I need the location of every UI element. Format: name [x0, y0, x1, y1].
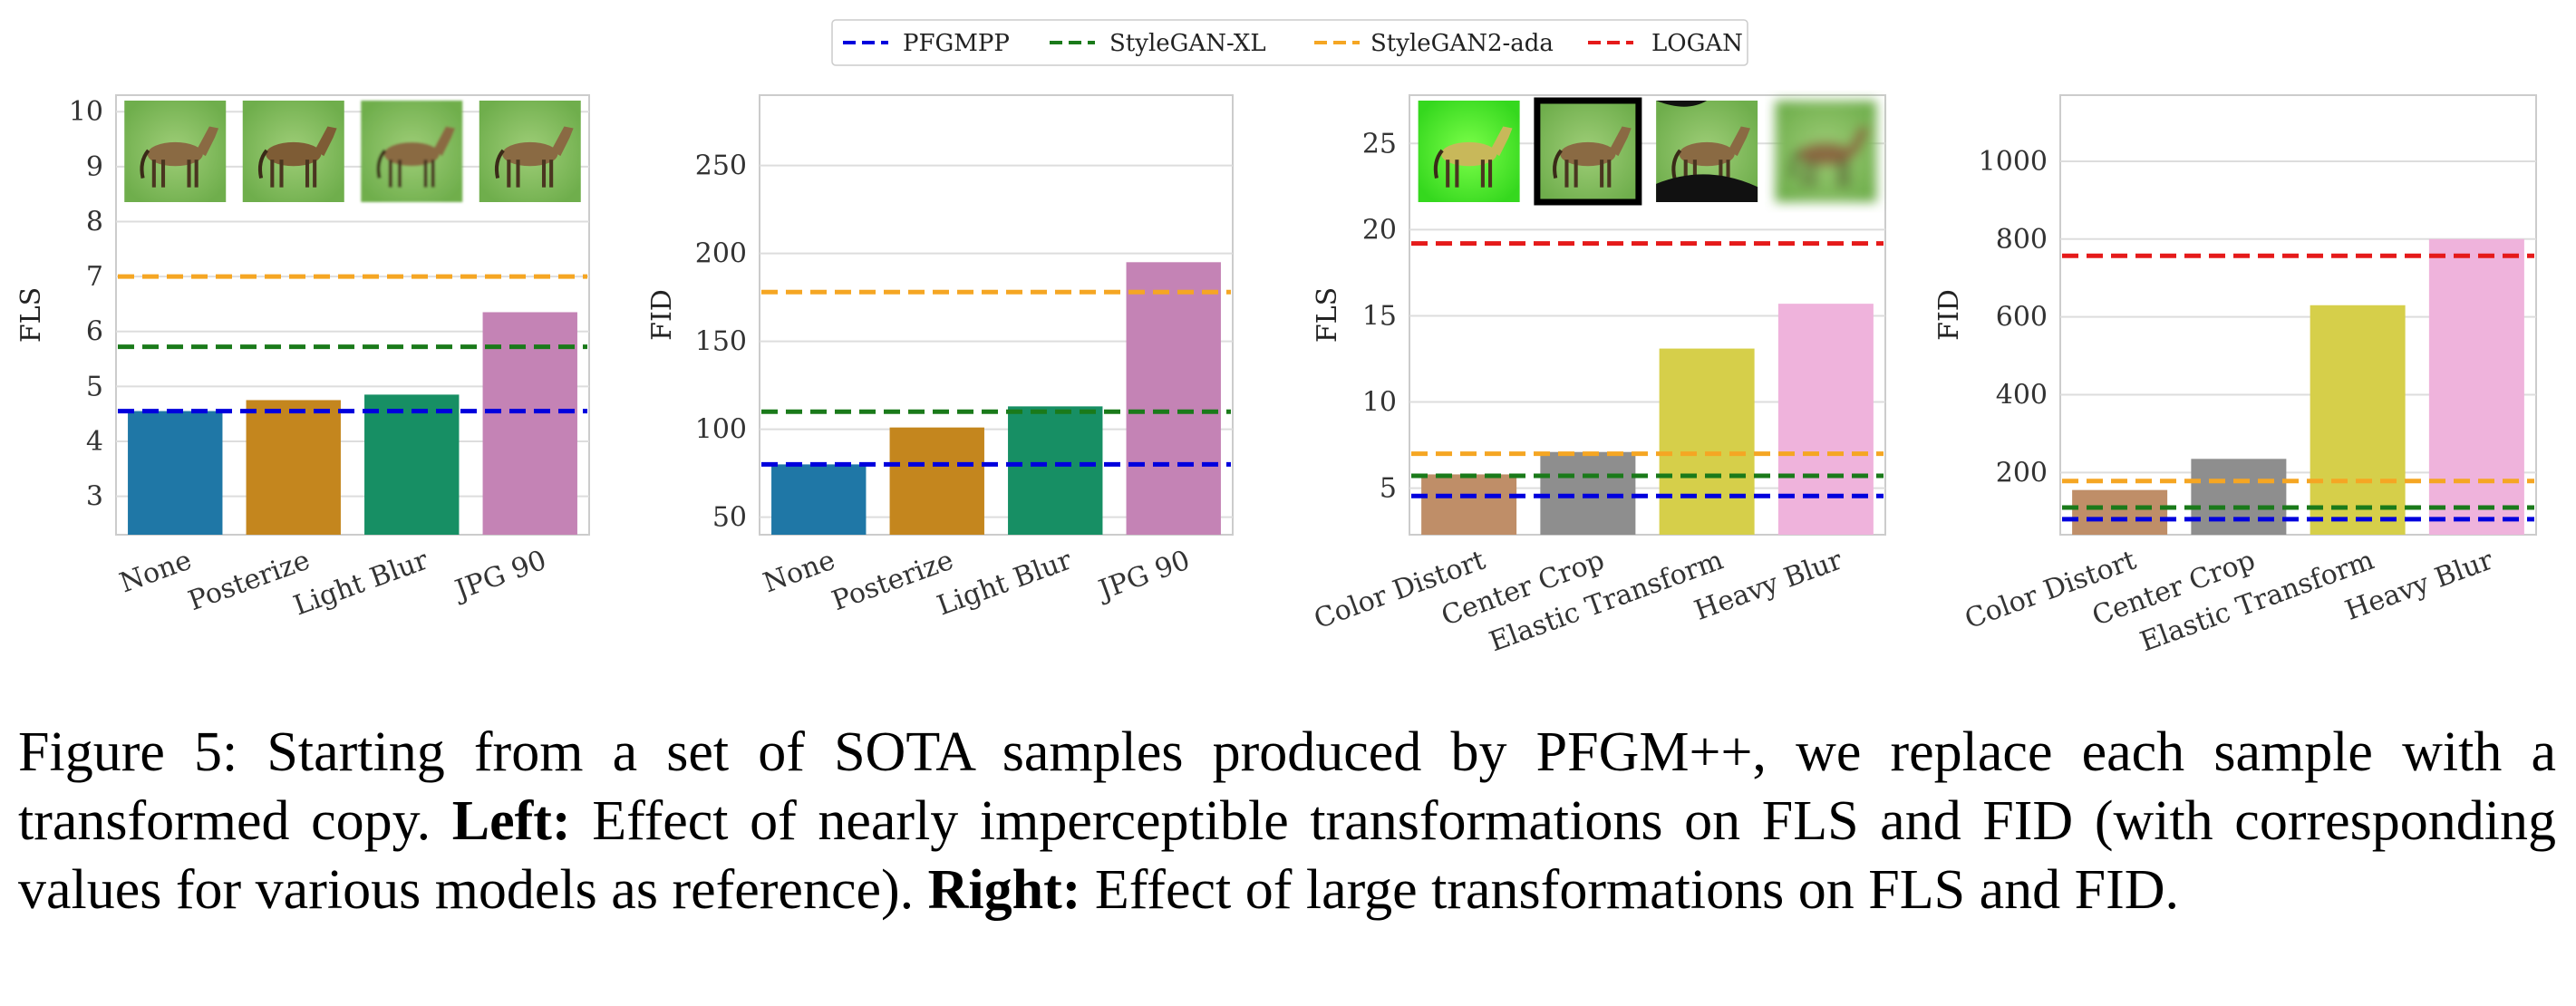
x-tick-label: Light Blur — [933, 544, 1076, 622]
y-tick-label: 15 — [1362, 300, 1397, 332]
y-tick-label: 400 — [1996, 379, 2048, 411]
legend-label-stylegan-xl: StyleGAN-XL — [1109, 30, 1266, 57]
bar-color-distort — [2072, 489, 2168, 535]
y-tick-label: 200 — [1996, 457, 2048, 488]
thumbnail-horse-color-distort — [1418, 101, 1520, 202]
y-axis-label: FID — [1933, 289, 1965, 341]
y-tick-label: 100 — [695, 414, 747, 446]
x-tick-label: None — [760, 545, 839, 600]
y-tick-label: 9 — [86, 151, 103, 183]
bar-elastic-transform — [1659, 348, 1755, 535]
caption-left-label: Left: — [451, 790, 571, 852]
thumbnail-horse-original — [124, 101, 227, 202]
legend-entry: StyleGAN2-ada — [1314, 30, 1554, 57]
y-tick-label: 200 — [695, 238, 747, 270]
bar-elastic-transform — [2310, 305, 2406, 535]
bar-color-distort — [1421, 474, 1517, 535]
bar-center-crop — [1540, 451, 1636, 535]
caption-text-3: Effect of large transformations on FLS a… — [1080, 859, 2180, 921]
bar-light-blur — [1008, 406, 1103, 535]
bar-jpg-90 — [1126, 262, 1221, 535]
thumbnail-horse-jpg90 — [479, 101, 581, 202]
figure-caption: Figure 5: Starting from a set of SOTA sa… — [18, 718, 2556, 924]
bar-none — [771, 464, 867, 535]
thumbnail-horse-center-crop — [1534, 97, 1642, 206]
caption-right-label: Right: — [927, 859, 1081, 921]
y-tick-label: 600 — [1996, 302, 2048, 334]
x-tick-label: None — [116, 545, 196, 600]
y-tick-label: 250 — [695, 150, 747, 182]
y-tick-label: 25 — [1362, 128, 1397, 160]
x-tick-label: JPG 90 — [1092, 545, 1194, 607]
y-tick-label: 1000 — [1979, 146, 2048, 178]
legend-label-pfgmpp: PFGMPP — [903, 30, 1010, 57]
y-tick-label: 150 — [695, 326, 747, 358]
y-tick-label: 4 — [86, 426, 103, 458]
legend-entry: StyleGAN-XL — [1050, 30, 1266, 57]
thumbnail-horse-elastic-transform — [1656, 101, 1758, 202]
y-tick-label: 20 — [1362, 214, 1397, 246]
y-tick-label: 5 — [86, 371, 103, 402]
y-tick-label: 3 — [86, 481, 103, 513]
legend-entry: LOGAN — [1588, 30, 1743, 57]
y-axis-label: FID — [646, 289, 678, 341]
y-tick-label: 7 — [86, 261, 103, 293]
y-tick-label: 50 — [712, 502, 747, 534]
y-axis-label: FLS — [1312, 287, 1343, 343]
bar-light-blur — [364, 394, 460, 535]
thumbnail-horse-posterize — [242, 101, 344, 202]
bar-center-crop — [2191, 459, 2287, 535]
figure-5-charts: PFGMPP StyleGAN-XL StyleGAN2-ada LOGAN 3… — [15, 19, 2537, 658]
caption-label: Figure 5: — [18, 721, 238, 783]
y-tick-label: 8 — [86, 206, 103, 237]
y-tick-label: 10 — [1362, 387, 1397, 419]
x-tick-label: Light Blur — [289, 544, 432, 622]
bar-posterize — [889, 427, 984, 535]
x-tick-label: JPG 90 — [449, 545, 550, 607]
y-tick-label: 6 — [86, 316, 103, 348]
y-axis-label: FLS — [15, 287, 47, 343]
caption-text-1: Starting from a set of SOTA samples prod… — [18, 721, 2556, 852]
legend: PFGMPP StyleGAN-XL StyleGAN2-ada LOGAN — [831, 19, 1748, 66]
y-tick-label: 800 — [1996, 224, 2048, 256]
thumbnail-horse-heavy-blur — [1775, 101, 1877, 202]
legend-frame — [831, 19, 1748, 66]
legend-label-logan: LOGAN — [1651, 30, 1743, 57]
legend-entry: PFGMPP — [843, 30, 1010, 57]
bar-heavy-blur — [2428, 238, 2524, 535]
y-tick-label: 5 — [1380, 473, 1397, 505]
bar-none — [128, 411, 223, 535]
y-tick-label: 10 — [69, 96, 103, 128]
thumbnail-horse-light-blur — [361, 101, 463, 202]
legend-label-stylegan2-ada: StyleGAN2-ada — [1370, 30, 1554, 57]
bar-posterize — [246, 400, 341, 535]
caption-text-2: Effect of nearly imperceptible transform… — [18, 790, 2556, 921]
bar-heavy-blur — [1777, 304, 1874, 535]
bar-jpg-90 — [482, 312, 577, 535]
